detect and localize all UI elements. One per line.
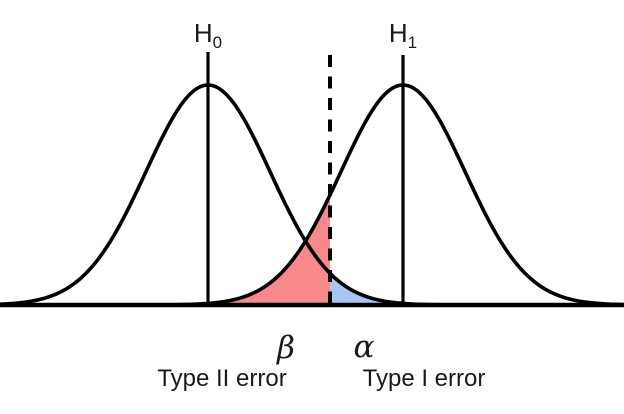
h1-label-subscript: 1 bbox=[408, 33, 417, 52]
type-ii-error-caption: Type II error bbox=[157, 365, 286, 392]
h0-label-main: H bbox=[194, 18, 213, 48]
alpha-region-fill bbox=[330, 273, 458, 305]
h0-label-subscript: 0 bbox=[213, 33, 222, 52]
h1-label: H1 bbox=[389, 18, 417, 52]
alpha-symbol: α bbox=[354, 329, 375, 365]
beta-region-fill bbox=[195, 195, 330, 305]
type-i-error-caption: Type I error bbox=[363, 365, 486, 392]
beta-symbol: β bbox=[276, 330, 295, 366]
h1-label-main: H bbox=[389, 18, 408, 48]
h0-label: H0 bbox=[194, 18, 222, 52]
